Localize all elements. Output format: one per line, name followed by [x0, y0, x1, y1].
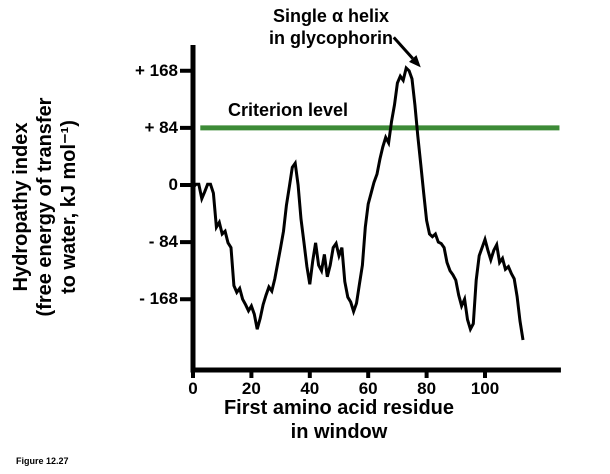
x-tick-label: 100 — [470, 379, 500, 398]
y-tick-label: - 84 — [148, 232, 178, 252]
annotation-single-alpha-helix: Single α helix in glycophorin — [269, 6, 393, 48]
hydropathy-line — [191, 65, 525, 341]
x-tick-label: 40 — [300, 379, 320, 398]
figure-caption: Figure 12.27 — [16, 456, 69, 466]
y-tick-label: + 168 — [134, 60, 178, 80]
x-tick-label: 0 — [188, 379, 198, 398]
x-tick-label: 80 — [417, 379, 437, 398]
annotation-arrow-head — [409, 55, 421, 68]
x-tick-label: 20 — [241, 379, 261, 398]
x-tick-label: 60 — [358, 379, 378, 398]
y-tick-label: - 168 — [139, 289, 178, 309]
y-axis-title: Hydropathy index (free energy of transfe… — [10, 97, 80, 317]
x-axis-title: First amino acid residue in window — [223, 397, 455, 443]
y-tick-label: + 84 — [144, 117, 178, 137]
y-tick-label: 0 — [168, 175, 178, 194]
annotation-arrow-line — [392, 36, 414, 60]
criterion-level-label: Criterion level — [228, 100, 349, 120]
